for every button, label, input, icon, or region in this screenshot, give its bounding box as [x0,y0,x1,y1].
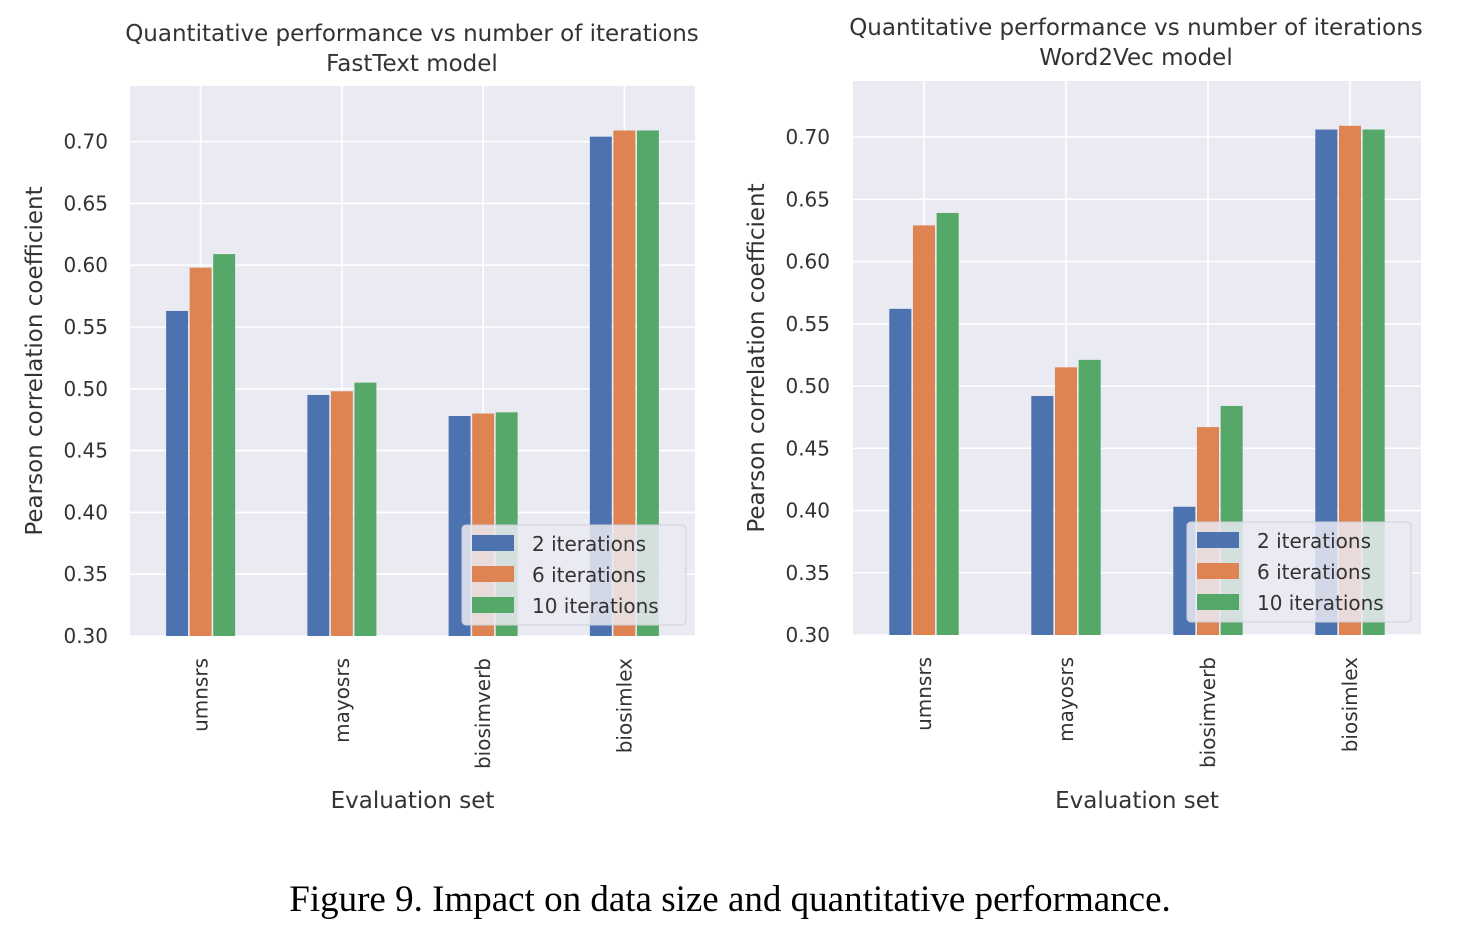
y-tick-label: 0.60 [63,253,108,277]
x-axis-label: Evaluation set [1055,788,1219,814]
x-tick-label: mayosrs [330,658,354,743]
x-tick-label: biosimverb [1196,657,1220,768]
bar [307,394,330,636]
y-tick-label: 0.30 [785,623,830,647]
legend-box [461,524,687,626]
legend: 2 iterations 6 iterations 10 iterations [461,524,687,626]
y-tick-label: 0.40 [785,499,830,523]
y-tick-label: 0.65 [785,187,830,211]
bar [936,212,959,635]
bar [589,136,612,636]
legend-label: 10 iterations [1257,591,1384,615]
x-tick-label: umnsrs [912,657,936,731]
y-tick-label: 0.70 [63,130,108,154]
bar [912,225,936,635]
bar [889,308,912,635]
y-tick-label: 0.55 [785,312,830,336]
legend-swatch [1197,532,1239,548]
bar [189,267,212,636]
x-tick-label: biosimlex [612,658,636,753]
legend-label: 6 iterations [1257,560,1371,584]
legend: 2 iterations 6 iterations 10 iterations [1186,521,1412,623]
y-tick-label: 0.35 [63,562,108,586]
x-tick-label: biosimverb [471,658,495,769]
legend-swatch [472,597,514,613]
y-tick-label: 0.55 [63,315,108,339]
legend-label: 2 iterations [532,532,646,556]
figure-caption: Figure 9. Impact on data size and quanti… [289,879,1171,920]
legend-swatch [1197,594,1239,610]
bar [1054,367,1078,635]
legend-label: 2 iterations [1257,529,1371,553]
chart-2: 0.30 0.35 0.40 0.45 0.50 0.55 0.60 0.65 0.70 umns… [744,15,1423,814]
x-tick-label: umnsrs [189,658,213,732]
y-tick-label: 0.60 [785,250,830,274]
chart-subtitle: Word2Vec model [1039,45,1232,71]
y-tick-label: 0.50 [785,374,830,398]
bar [166,310,189,636]
chart-title: Quantitative performance vs number of it… [849,15,1423,41]
legend-box [1186,521,1412,623]
y-tick-label: 0.30 [63,624,108,648]
bar [636,130,659,636]
chart-subtitle: FastText model [326,51,498,77]
bar [613,130,636,636]
x-tick-label: biosimlex [1338,657,1362,752]
y-tick-label: 0.40 [63,500,108,524]
y-tick-label: 0.70 [785,125,830,149]
x-tick-label: mayosrs [1054,657,1078,742]
y-tick-label: 0.35 [785,561,830,585]
legend-swatch [1197,563,1239,579]
figure: 0.30 0.35 0.40 0.45 0.50 0.55 0.60 0.65 0.70 umns… [22,15,1423,814]
legend-label: 6 iterations [532,563,646,587]
y-tick-label: 0.65 [63,191,108,215]
bar [1338,125,1362,635]
bar [330,391,353,636]
legend-label: 10 iterations [532,594,659,618]
bar [1031,395,1054,635]
y-tick-label: 0.45 [785,436,830,460]
bar [354,382,377,636]
legend-swatch [472,535,514,551]
bar [1362,129,1385,636]
bar [213,254,236,636]
chart-title: Quantitative performance vs number of it… [125,21,699,47]
y-axis-label: Pearson correlation coefficient [744,183,770,532]
bar [1315,129,1338,636]
x-axis-label: Evaluation set [331,788,495,814]
bar [1078,359,1101,635]
y-tick-label: 0.45 [63,439,108,463]
y-axis-label: Pearson correlation coefficient [22,186,48,535]
y-tick-label: 0.50 [63,377,108,401]
legend-swatch [472,566,514,582]
chart-1: 0.30 0.35 0.40 0.45 0.50 0.55 0.60 0.65 0.70 umns… [22,21,699,814]
